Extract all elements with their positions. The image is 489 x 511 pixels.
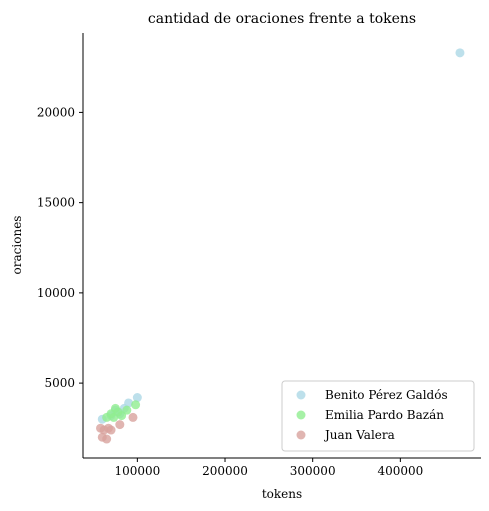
- x-axis-label: tokens: [262, 487, 302, 501]
- legend-label: Benito Pérez Galdós: [325, 388, 448, 402]
- data-point: [106, 425, 116, 435]
- data-point: [102, 434, 112, 444]
- axes: 100000 200000 300000 400000 5000 10000 15000 20…: [37, 33, 481, 478]
- legend: Benito Pérez Galdós Emilia Pardo Bazán Jua…: [281, 380, 475, 452]
- legend-marker: [296, 410, 306, 420]
- y-tick-label: 20000: [37, 105, 75, 119]
- x-tick-label: 200000: [202, 464, 248, 478]
- legend-label: Juan Valera: [323, 428, 395, 442]
- legend-marker: [296, 390, 306, 400]
- y-axis-label: oraciones: [10, 216, 24, 275]
- legend-label: Emilia Pardo Bazán: [325, 408, 444, 422]
- data-point: [132, 393, 142, 403]
- x-tick-label: 100000: [114, 464, 160, 478]
- data-point: [122, 405, 132, 415]
- x-tick-label: 400000: [377, 464, 423, 478]
- data-point: [128, 412, 138, 422]
- data-point: [124, 398, 134, 408]
- data-point: [131, 400, 141, 410]
- y-tick-label: 5000: [44, 376, 75, 390]
- chart-title: cantidad de oraciones frente a tokens: [148, 11, 416, 27]
- legend-box: [281, 380, 475, 452]
- y-tick-label: 10000: [37, 286, 75, 300]
- legend-marker: [296, 430, 306, 440]
- data-point: [455, 48, 465, 58]
- y-tick-label: 15000: [37, 196, 75, 210]
- x-tick-label: 300000: [290, 464, 336, 478]
- data-points: [96, 48, 465, 444]
- data-point: [115, 420, 125, 430]
